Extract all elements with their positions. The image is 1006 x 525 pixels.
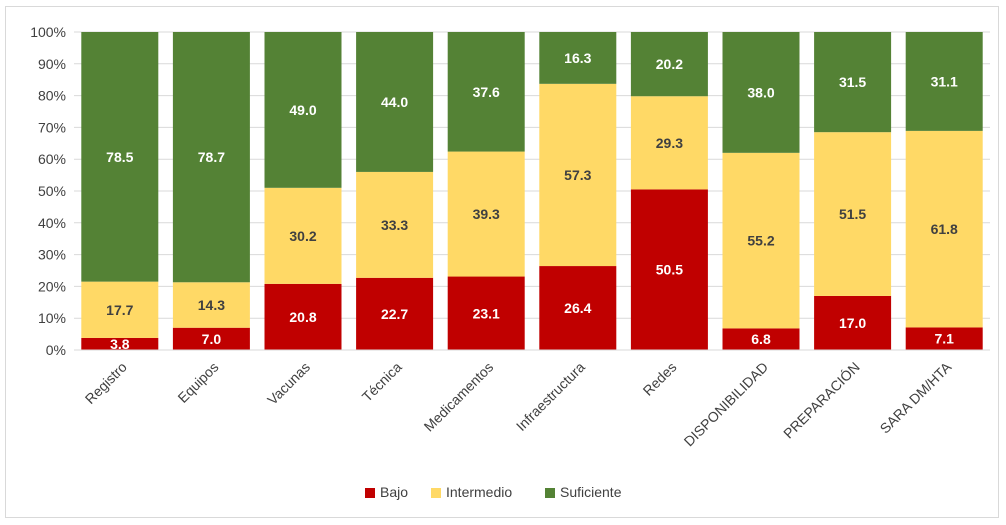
bar-segment-intermedio <box>539 83 617 267</box>
y-tick-label: 70% <box>38 119 66 135</box>
legend: Bajo Intermedio Suficiente <box>365 484 622 500</box>
y-tick-label: 20% <box>38 278 66 294</box>
data-label: 78.7 <box>198 149 225 165</box>
data-label: 31.5 <box>839 74 866 90</box>
legend-label: Bajo <box>380 484 408 500</box>
y-tick-label: 50% <box>38 183 66 199</box>
data-label: 17.0 <box>839 315 866 331</box>
bar-segment-bajo <box>81 337 159 350</box>
x-tick-label: Técnica <box>359 359 405 405</box>
x-tick-label: Infraestructura <box>513 359 588 434</box>
data-label: 30.2 <box>289 228 316 244</box>
bar-segment-bajo <box>814 295 892 350</box>
data-label: 29.3 <box>656 135 683 151</box>
data-label: 20.2 <box>656 56 683 72</box>
bar-segment-suficiente <box>722 32 800 153</box>
data-label: 44.0 <box>381 94 408 110</box>
legend-swatch-bajo <box>365 488 375 498</box>
legend-swatch-suficiente <box>545 488 555 498</box>
bar-segment-intermedio <box>447 151 525 277</box>
y-tick-label: 10% <box>38 310 66 326</box>
bar-segment-suficiente <box>81 32 159 282</box>
bar-segment-intermedio <box>264 187 342 284</box>
x-tick-label: SARA DM/HTA <box>877 358 955 436</box>
y-tick-label: 60% <box>38 151 66 167</box>
data-label: 37.6 <box>473 84 500 100</box>
data-labels: 3.8 17.7 78.5 7.0 14.3 78.7 20.8 30.2 49.0 22.7 33… <box>106 50 958 352</box>
data-label: 26.4 <box>564 300 591 316</box>
x-tick-label: Redes <box>640 359 680 399</box>
x-tick-label: Medicamentos <box>421 359 497 435</box>
data-label: 50.5 <box>656 262 683 278</box>
bar-segment-intermedio <box>814 132 892 296</box>
data-label: 16.3 <box>564 50 591 66</box>
x-tick-label: Vacunas <box>264 359 313 408</box>
legend-swatch-intermedio <box>431 488 441 498</box>
data-label: 31.1 <box>931 73 958 89</box>
y-tick-label: 90% <box>38 56 66 72</box>
data-label: 49.0 <box>289 102 316 118</box>
y-tick-label: 80% <box>38 88 66 104</box>
data-label: 78.5 <box>106 149 133 165</box>
y-axis-ticks: 0% 10% 20% 30% 40% 50% 60% 70% 80% 90% 100% <box>30 24 66 358</box>
data-label: 7.0 <box>202 331 222 347</box>
bar-segment-bajo <box>356 277 434 350</box>
data-label: 7.1 <box>934 331 954 347</box>
y-tick-label: 40% <box>38 215 66 231</box>
y-tick-label: 100% <box>30 24 66 40</box>
data-label: 38.0 <box>747 84 774 100</box>
data-label: 6.8 <box>751 331 771 347</box>
data-label: 3.8 <box>110 336 130 352</box>
bar-segment-suficiente <box>356 32 434 172</box>
data-label: 20.8 <box>289 309 316 325</box>
data-label: 61.8 <box>931 221 958 237</box>
data-label: 33.3 <box>381 217 408 233</box>
bar-segment-intermedio <box>722 152 800 329</box>
x-axis-ticks: Registro Equipos Vacunas Técnica Medicamento… <box>82 358 955 449</box>
bar-segment-bajo <box>264 283 342 350</box>
legend-label: Suficiente <box>560 484 622 500</box>
x-tick-label: DISPONIBILIDAD <box>681 359 772 450</box>
bar-segment-intermedio <box>81 281 159 338</box>
bars <box>81 32 983 350</box>
bar-segment-bajo <box>722 328 800 350</box>
bar-segment-bajo <box>172 327 250 350</box>
data-label: 57.3 <box>564 167 591 183</box>
data-label: 39.3 <box>473 206 500 222</box>
data-label: 23.1 <box>473 305 500 321</box>
bar-segment-suficiente <box>814 32 892 133</box>
legend-label: Intermedio <box>446 484 512 500</box>
bar-segment-intermedio <box>356 171 434 278</box>
data-label: 14.3 <box>198 297 225 313</box>
bar-segment-bajo <box>447 276 525 350</box>
bar-segment-bajo <box>905 327 983 350</box>
bar-segment-suficiente <box>172 32 250 283</box>
y-tick-label: 30% <box>38 247 66 263</box>
data-label: 22.7 <box>381 306 408 322</box>
bar-segment-suficiente <box>539 32 617 84</box>
bar-segment-bajo <box>539 266 617 350</box>
bar-segment-intermedio <box>630 96 708 190</box>
bar-segment-suficiente <box>905 32 983 131</box>
bar-segment-intermedio <box>172 282 250 328</box>
x-tick-label: Registro <box>82 359 130 407</box>
data-label: 51.5 <box>839 206 866 222</box>
bar-segment-suficiente <box>630 32 708 97</box>
y-tick-label: 0% <box>46 342 66 358</box>
data-label: 17.7 <box>106 302 133 318</box>
data-label: 55.2 <box>747 233 774 249</box>
bar-segment-bajo <box>630 189 708 350</box>
bar-segment-suficiente <box>447 32 525 152</box>
x-tick-label: PREPARACIÓN <box>780 359 863 442</box>
x-tick-label: Equipos <box>174 359 221 406</box>
bar-segment-intermedio <box>905 130 983 328</box>
bar-segment-suficiente <box>264 32 342 188</box>
